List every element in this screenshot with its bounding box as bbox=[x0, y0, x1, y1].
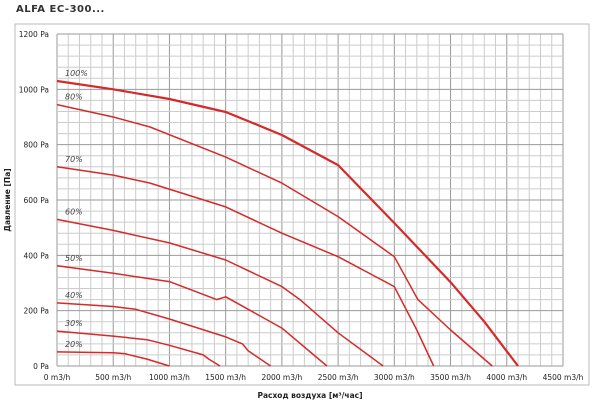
y-tick-label: 800 Pa bbox=[24, 141, 49, 150]
x-axis-label: Расход воздуха [м³/час] bbox=[257, 391, 362, 400]
x-tick-label: 2000 m3/h bbox=[261, 373, 302, 382]
series-label: 30% bbox=[65, 319, 83, 328]
x-tick-label: 500 m3/h bbox=[95, 373, 131, 382]
series-line-80pct bbox=[56, 103, 493, 367]
series-label: 100% bbox=[65, 69, 88, 78]
y-tick-label: 0 Pa bbox=[33, 362, 49, 371]
series-line-100pct bbox=[56, 79, 519, 367]
chart-title: ALFA EC-300... bbox=[16, 4, 105, 15]
series-label: 40% bbox=[65, 291, 83, 300]
series-label: 80% bbox=[65, 93, 83, 102]
series-line-20pct bbox=[56, 351, 170, 367]
x-tick-label: 4500 m3/h bbox=[543, 373, 584, 382]
y-tick-label: 600 Pa bbox=[24, 196, 49, 205]
x-tick-label: 3000 m3/h bbox=[374, 373, 415, 382]
x-tick-label: 1000 m3/h bbox=[149, 373, 190, 382]
series-line-50pct bbox=[56, 265, 328, 367]
series-label: 20% bbox=[65, 340, 83, 349]
series-line-60pct bbox=[56, 218, 384, 367]
series-label: 60% bbox=[65, 207, 83, 216]
series-line-30pct bbox=[56, 330, 221, 367]
y-tick-label: 1000 Pa bbox=[19, 85, 49, 94]
y-axis-label: Давление [Па] bbox=[3, 168, 12, 231]
chart-frame bbox=[14, 23, 590, 386]
y-tick-label: 400 Pa bbox=[24, 251, 49, 260]
series-line-40pct bbox=[56, 302, 272, 367]
y-tick-label: 200 Pa bbox=[24, 307, 49, 316]
x-tick-label: 1500 m3/h bbox=[205, 373, 246, 382]
x-tick-label: 0 m3/h bbox=[44, 373, 71, 382]
series-line-70pct bbox=[56, 166, 435, 367]
x-tick-label: 3500 m3/h bbox=[430, 373, 471, 382]
y-tick-label: 1200 Pa bbox=[19, 30, 49, 39]
x-tick-label: 4000 m3/h bbox=[486, 373, 527, 382]
series-label: 50% bbox=[65, 254, 83, 263]
series-label: 70% bbox=[65, 155, 83, 164]
x-tick-label: 2500 m3/h bbox=[318, 373, 359, 382]
